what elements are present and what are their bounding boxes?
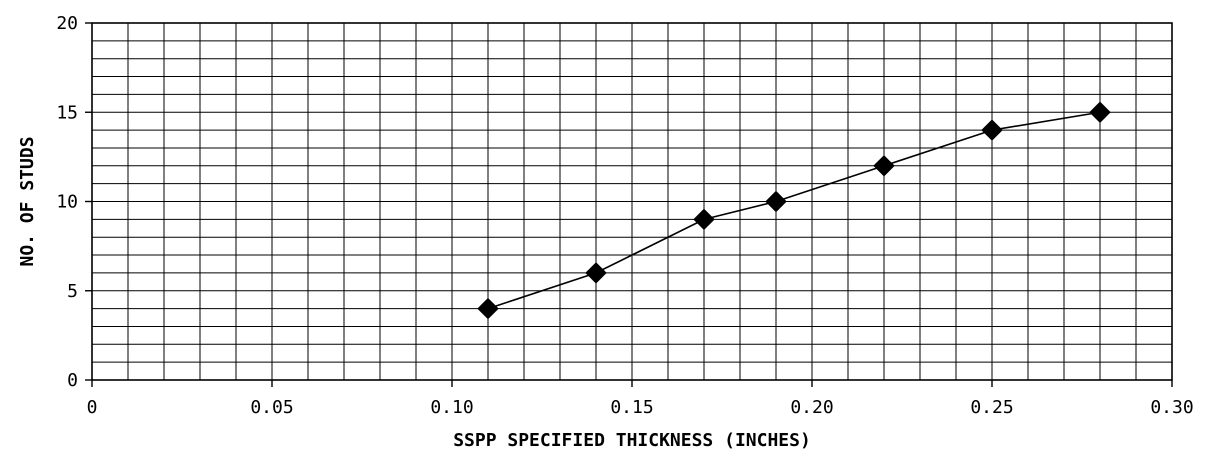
x-tick-label: 0 bbox=[87, 397, 98, 418]
y-tick-label: 20 bbox=[56, 13, 78, 34]
data-point-marker bbox=[585, 262, 607, 284]
grid bbox=[92, 23, 1172, 380]
series-line bbox=[487, 111, 1101, 310]
data-point-marker bbox=[477, 297, 499, 320]
data-point-marker bbox=[765, 190, 787, 213]
data-point-marker bbox=[873, 155, 895, 177]
x-tick-label: 0.20 bbox=[790, 397, 833, 418]
x-tick-label: 0.05 bbox=[250, 397, 293, 418]
data-markers bbox=[477, 101, 1111, 320]
data-point-marker bbox=[693, 208, 715, 231]
x-tick-label: 0.15 bbox=[610, 397, 653, 418]
x-tick-label: 0.10 bbox=[430, 397, 473, 418]
data-point-marker bbox=[981, 119, 1003, 141]
y-axis-title: NO. OF STUDS bbox=[17, 136, 38, 266]
x-axis-ticks: 0 0.05 0.10 0.15 0.20 0.25 0.30 bbox=[87, 380, 1194, 418]
y-axis-ticks: 0 5 10 15 20 bbox=[56, 13, 92, 391]
data-point-marker bbox=[1089, 101, 1111, 123]
y-tick-label: 5 bbox=[67, 281, 78, 302]
x-axis-title: SSPP SPECIFIED THICKNESS (INCHES) bbox=[453, 430, 811, 451]
y-tick-label: 10 bbox=[56, 192, 78, 213]
y-tick-label: 15 bbox=[56, 102, 78, 123]
x-tick-label: 0.25 bbox=[970, 397, 1013, 418]
y-tick-label: 0 bbox=[67, 370, 78, 391]
x-tick-label: 0.30 bbox=[1150, 397, 1193, 418]
